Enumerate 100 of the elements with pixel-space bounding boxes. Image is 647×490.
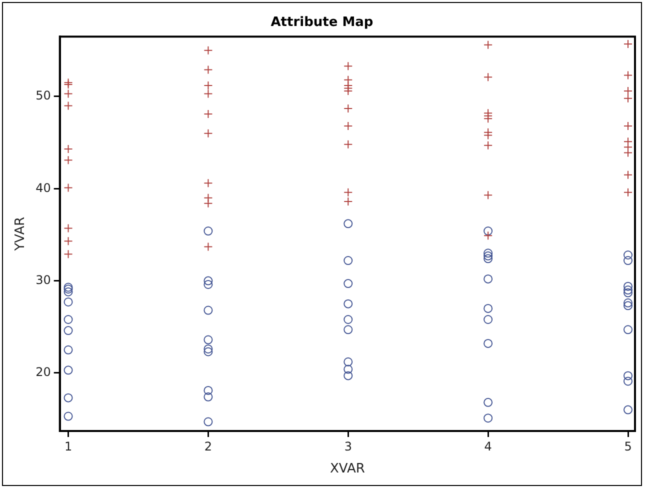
point bbox=[484, 130, 493, 140]
point bbox=[344, 121, 353, 130]
point bbox=[204, 110, 213, 119]
x-axis-title: XVAR bbox=[330, 462, 365, 477]
point bbox=[624, 288, 633, 298]
point bbox=[484, 40, 493, 50]
point bbox=[64, 156, 73, 165]
point bbox=[344, 75, 353, 84]
point bbox=[624, 282, 633, 291]
point bbox=[484, 414, 493, 423]
point bbox=[344, 299, 353, 308]
y-tick-label: 20 bbox=[36, 365, 51, 380]
point bbox=[624, 301, 633, 310]
point bbox=[624, 39, 633, 48]
point bbox=[344, 325, 353, 334]
point bbox=[624, 170, 633, 180]
point bbox=[484, 140, 493, 150]
point bbox=[344, 371, 353, 380]
point bbox=[64, 287, 73, 296]
point bbox=[64, 366, 73, 375]
y-axis-title: YVAR bbox=[13, 216, 28, 252]
point bbox=[204, 417, 213, 426]
point bbox=[204, 347, 213, 356]
point bbox=[64, 412, 73, 421]
point bbox=[484, 398, 493, 407]
point bbox=[204, 89, 213, 98]
point bbox=[344, 256, 353, 266]
point bbox=[64, 101, 73, 110]
y-tick-label: 50 bbox=[36, 88, 51, 103]
x-tick-label: 4 bbox=[484, 439, 492, 454]
point bbox=[64, 183, 73, 192]
point bbox=[64, 297, 73, 306]
point bbox=[64, 315, 73, 324]
point bbox=[344, 315, 353, 324]
point bbox=[624, 86, 633, 96]
point bbox=[64, 250, 73, 259]
point bbox=[204, 226, 213, 236]
point bbox=[624, 298, 633, 308]
point bbox=[484, 315, 493, 324]
point bbox=[204, 198, 213, 208]
point bbox=[64, 393, 73, 402]
point bbox=[624, 256, 633, 266]
point bbox=[344, 364, 353, 374]
point bbox=[344, 197, 353, 206]
x-tick-label: 5 bbox=[624, 439, 632, 454]
point bbox=[624, 325, 633, 334]
point bbox=[624, 371, 633, 380]
x-tick-label: 2 bbox=[204, 439, 212, 454]
point bbox=[64, 345, 73, 354]
point bbox=[204, 280, 213, 289]
point bbox=[624, 376, 633, 386]
point bbox=[624, 250, 633, 260]
point bbox=[64, 236, 73, 246]
point bbox=[484, 254, 493, 264]
point bbox=[484, 226, 493, 236]
point bbox=[204, 178, 213, 188]
point bbox=[204, 128, 213, 138]
point bbox=[344, 279, 353, 288]
point bbox=[204, 306, 213, 315]
point bbox=[64, 282, 73, 292]
point bbox=[204, 344, 213, 354]
point bbox=[624, 188, 633, 197]
point bbox=[484, 304, 493, 313]
point bbox=[484, 72, 493, 82]
point bbox=[64, 224, 73, 233]
point bbox=[484, 251, 493, 260]
point bbox=[64, 78, 73, 88]
point bbox=[344, 140, 353, 149]
point bbox=[484, 248, 493, 258]
point bbox=[624, 405, 633, 414]
point bbox=[344, 62, 353, 71]
point bbox=[204, 46, 213, 55]
y-tick-label: 40 bbox=[36, 180, 51, 195]
point bbox=[624, 286, 633, 295]
point bbox=[204, 193, 213, 202]
point bbox=[204, 80, 213, 90]
point bbox=[64, 326, 73, 336]
point bbox=[484, 338, 493, 348]
point bbox=[204, 65, 213, 74]
y-tick-label: 30 bbox=[36, 272, 51, 287]
point bbox=[624, 121, 633, 130]
x-tick-label: 3 bbox=[344, 439, 352, 454]
chart-title: Attribute Map bbox=[270, 15, 374, 30]
point bbox=[204, 392, 213, 402]
point bbox=[484, 231, 493, 240]
point bbox=[64, 80, 73, 90]
point bbox=[64, 284, 73, 294]
point bbox=[64, 144, 73, 154]
point bbox=[344, 104, 353, 113]
point bbox=[344, 86, 353, 96]
x-tick-label: 1 bbox=[64, 439, 72, 454]
point bbox=[204, 242, 213, 252]
point bbox=[344, 357, 353, 366]
point bbox=[624, 70, 633, 80]
point bbox=[484, 114, 493, 124]
point bbox=[204, 335, 213, 344]
point bbox=[344, 188, 353, 197]
point bbox=[484, 190, 493, 200]
point bbox=[484, 274, 493, 284]
point bbox=[204, 276, 213, 286]
